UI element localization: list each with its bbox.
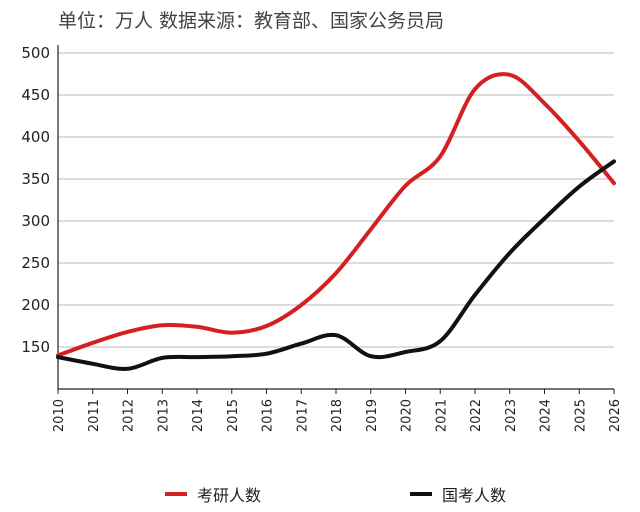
legend-swatch-guokao: [410, 492, 432, 496]
x-tick-label-2015: 2015: [226, 399, 241, 432]
y-tick-label-300: 300: [21, 212, 50, 230]
y-tick-label-150: 150: [21, 338, 50, 356]
x-tick-label-2016: 2016: [261, 399, 276, 432]
x-tick-label-2011: 2011: [87, 399, 102, 432]
legend-label-kaoyan: 考研人数: [197, 486, 262, 505]
x-axis-ticks: 2010 2011 2012 2013 2014 2015 2016 2017 2018 2019…: [52, 389, 623, 432]
y-tick-label-450: 450: [21, 86, 50, 104]
x-tick-label-2018: 2018: [330, 399, 345, 432]
x-tick-label-2023: 2023: [504, 399, 519, 432]
x-tick-label-2010: 2010: [52, 399, 67, 432]
legend-swatch-kaoyan: [165, 492, 187, 496]
y-axis-ticks: 150 200 250 300 350 400 450 500: [21, 44, 50, 356]
y-tick-label-250: 250: [21, 254, 50, 272]
y-tick-label-400: 400: [21, 128, 50, 146]
legend-item-guokao: 国考人数: [410, 482, 506, 506]
x-tick-label-2021: 2021: [434, 399, 449, 432]
x-tick-label-2024: 2024: [539, 399, 554, 432]
x-tick-label-2013: 2013: [156, 399, 171, 432]
x-tick-label-2017: 2017: [295, 399, 310, 432]
series-line-0: [56, 72, 616, 358]
x-tick-label-2025: 2025: [573, 399, 588, 432]
x-tick-label-2020: 2020: [400, 399, 415, 432]
y-tick-label-200: 200: [21, 296, 50, 314]
axes: [57, 45, 614, 390]
series-lines: [56, 72, 616, 371]
x-tick-label-2022: 2022: [469, 399, 484, 432]
legend-item-kaoyan: 考研人数: [165, 482, 261, 506]
series-line-1: [56, 159, 616, 371]
chart-subtitle: 单位：万人 数据来源：教育部、国家公务员局: [58, 10, 445, 32]
y-tick-label-350: 350: [21, 170, 50, 188]
grid-lines: [58, 52, 614, 348]
x-tick-label-2026: 2026: [608, 399, 623, 432]
x-tick-label-2014: 2014: [191, 399, 206, 432]
legend-label-guokao: 国考人数: [442, 486, 507, 505]
x-tick-label-2019: 2019: [365, 399, 380, 432]
y-tick-label-500: 500: [21, 44, 50, 62]
x-tick-label-2012: 2012: [122, 399, 137, 432]
